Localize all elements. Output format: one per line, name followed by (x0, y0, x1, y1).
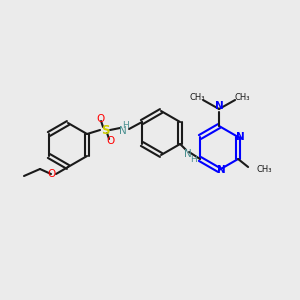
Text: CH₃: CH₃ (189, 92, 205, 101)
Text: N: N (236, 132, 244, 142)
Text: O: O (48, 169, 56, 179)
Text: CH₃: CH₃ (256, 164, 272, 173)
Text: O: O (96, 114, 104, 124)
Text: H: H (122, 122, 128, 130)
Text: O: O (106, 136, 114, 146)
Text: N: N (215, 101, 224, 111)
Text: S: S (101, 124, 109, 136)
Text: CH₃: CH₃ (234, 92, 250, 101)
Text: N: N (217, 165, 225, 175)
Text: N: N (119, 126, 127, 136)
Text: N: N (184, 149, 192, 159)
Text: H: H (190, 155, 196, 164)
